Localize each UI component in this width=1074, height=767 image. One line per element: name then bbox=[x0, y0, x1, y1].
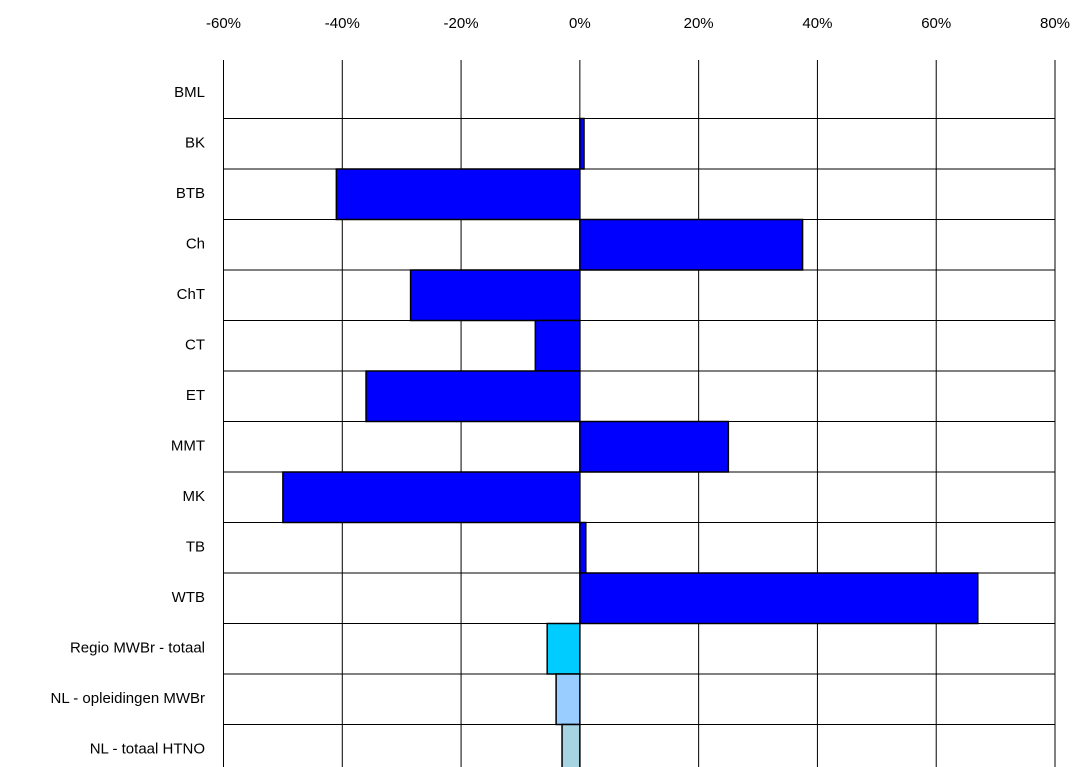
y-tick-label: MK bbox=[183, 488, 206, 505]
bar bbox=[282, 471, 581, 524]
bar bbox=[579, 572, 979, 625]
bar bbox=[534, 319, 581, 372]
x-tick-label: -20% bbox=[444, 15, 479, 32]
x-tick-label: -60% bbox=[206, 15, 241, 32]
y-tick-label: ET bbox=[186, 387, 205, 404]
bar bbox=[579, 117, 585, 170]
x-tick-label: 20% bbox=[684, 15, 714, 32]
bar bbox=[546, 622, 581, 675]
bar bbox=[579, 218, 804, 271]
y-tick-label: BML bbox=[174, 84, 205, 101]
y-tick-label: WTB bbox=[172, 589, 205, 606]
y-tick-label: ChT bbox=[177, 286, 205, 303]
y-tick-label: MMT bbox=[171, 438, 205, 455]
y-tick-label: BTB bbox=[176, 185, 205, 202]
bar bbox=[335, 168, 581, 221]
y-tick-label: NL - opleidingen MWBr bbox=[50, 690, 205, 707]
y-tick-label: NL - totaal HTNO bbox=[90, 741, 205, 758]
y-tick-label: Regio MWBr - totaal bbox=[70, 640, 205, 657]
bar bbox=[365, 370, 581, 423]
bar bbox=[579, 420, 730, 473]
x-tick-label: 80% bbox=[1040, 15, 1070, 32]
bar bbox=[579, 521, 587, 574]
x-tick-label: 40% bbox=[802, 15, 832, 32]
y-tick-label: Ch bbox=[186, 236, 205, 253]
bar bbox=[409, 269, 581, 322]
x-tick-label: 0% bbox=[569, 15, 591, 32]
x-tick-label: -40% bbox=[325, 15, 360, 32]
bar bbox=[555, 673, 581, 726]
y-tick-label: CT bbox=[185, 337, 205, 354]
y-tick-label: TB bbox=[186, 539, 205, 556]
bar bbox=[561, 723, 581, 767]
x-tick-label: 60% bbox=[921, 15, 951, 32]
y-tick-label: BK bbox=[185, 135, 205, 152]
